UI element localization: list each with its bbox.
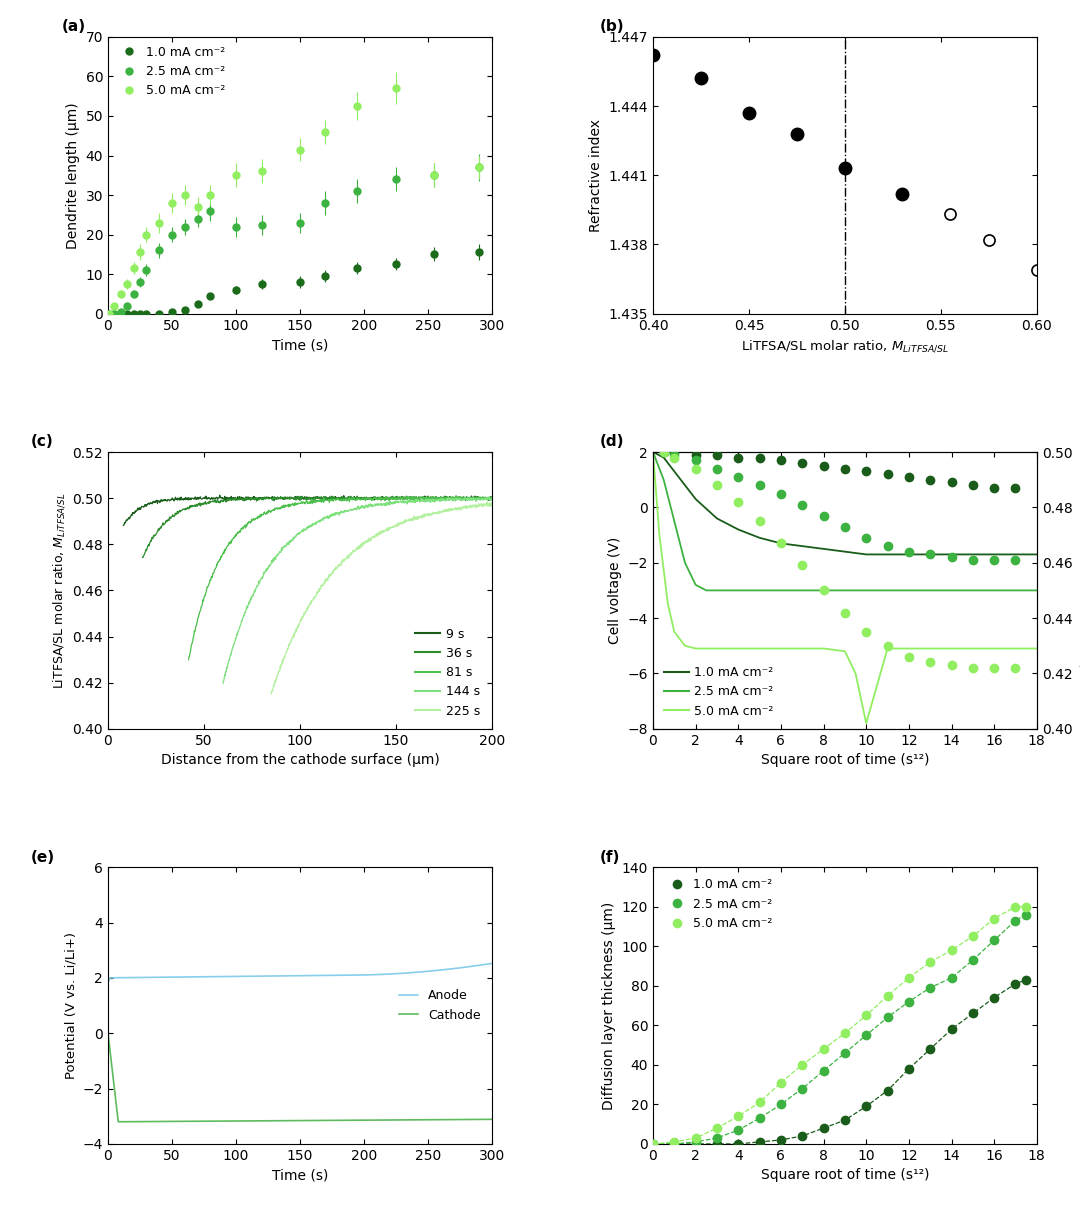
X-axis label: Square root of time (s¹²): Square root of time (s¹²) xyxy=(760,1168,929,1182)
Cathode xyxy=(111,1114,124,1129)
Anode xyxy=(266,969,279,984)
Legend: 1.0 mA cm⁻², 2.5 mA cm⁻², 5.0 mA cm⁻²: 1.0 mA cm⁻², 2.5 mA cm⁻², 5.0 mA cm⁻² xyxy=(659,661,779,722)
Anode xyxy=(248,969,261,984)
Cathode xyxy=(102,1026,114,1041)
Legend: 9 s, 36 s, 81 s, 144 s, 225 s: 9 s, 36 s, 81 s, 144 s, 225 s xyxy=(410,622,486,722)
Y-axis label: Dendrite length (μm): Dendrite length (μm) xyxy=(66,102,80,248)
X-axis label: LiTFSA/SL molar ratio, $M_{LiTFSA/SL}$: LiTFSA/SL molar ratio, $M_{LiTFSA/SL}$ xyxy=(741,338,949,354)
X-axis label: Square root of time (s¹²): Square root of time (s¹²) xyxy=(760,753,929,768)
Anode xyxy=(436,962,449,977)
Y-axis label: Refractive index: Refractive index xyxy=(589,119,603,231)
Anode xyxy=(146,970,159,985)
Legend: Anode, Cathode: Anode, Cathode xyxy=(394,984,486,1027)
X-axis label: Distance from the cathode surface (μm): Distance from the cathode surface (μm) xyxy=(161,753,440,768)
Line: Cathode: Cathode xyxy=(108,1033,491,1122)
Anode xyxy=(477,957,490,972)
Cathode xyxy=(485,1112,498,1127)
Cathode xyxy=(477,1112,490,1127)
Y-axis label: LiTFSA/SL molar ratio, $M_{LiTFSA/SL}$: LiTFSA/SL molar ratio, $M_{LiTFSA/SL}$ xyxy=(51,492,67,689)
X-axis label: Time (s): Time (s) xyxy=(272,338,328,352)
Text: (e): (e) xyxy=(31,850,55,865)
X-axis label: Time (s): Time (s) xyxy=(272,1168,328,1182)
Y-axis label: LiTFSA/SL molar ratio, $M^s_{LiTFSA/SL}$: LiTFSA/SL molar ratio, $M^s_{LiTFSA/SL}$ xyxy=(1075,503,1080,678)
Line: Anode: Anode xyxy=(108,963,491,980)
Cathode xyxy=(266,1113,279,1128)
Text: (c): (c) xyxy=(31,434,54,449)
Text: (d): (d) xyxy=(599,434,624,449)
Anode xyxy=(485,956,498,970)
Y-axis label: Cell voltage (V): Cell voltage (V) xyxy=(608,536,622,645)
Y-axis label: Diffusion layer thickness (μm): Diffusion layer thickness (μm) xyxy=(603,902,617,1109)
Anode xyxy=(102,973,114,988)
Legend: 1.0 mA cm⁻², 2.5 mA cm⁻², 5.0 mA cm⁻²: 1.0 mA cm⁻², 2.5 mA cm⁻², 5.0 mA cm⁻² xyxy=(114,43,228,100)
Text: (a): (a) xyxy=(62,20,86,34)
Cathode xyxy=(168,1114,181,1129)
Legend: 1.0 mA cm⁻², 2.5 mA cm⁻², 5.0 mA cm⁻²: 1.0 mA cm⁻², 2.5 mA cm⁻², 5.0 mA cm⁻² xyxy=(659,873,778,935)
Text: (b): (b) xyxy=(599,20,624,34)
Cathode xyxy=(248,1113,261,1128)
Cathode xyxy=(146,1114,159,1129)
Text: (f): (f) xyxy=(599,850,620,865)
Y-axis label: Potential (V vs. Li/Li+): Potential (V vs. Li/Li+) xyxy=(64,932,77,1079)
Cathode xyxy=(436,1112,449,1127)
Anode xyxy=(168,969,181,984)
